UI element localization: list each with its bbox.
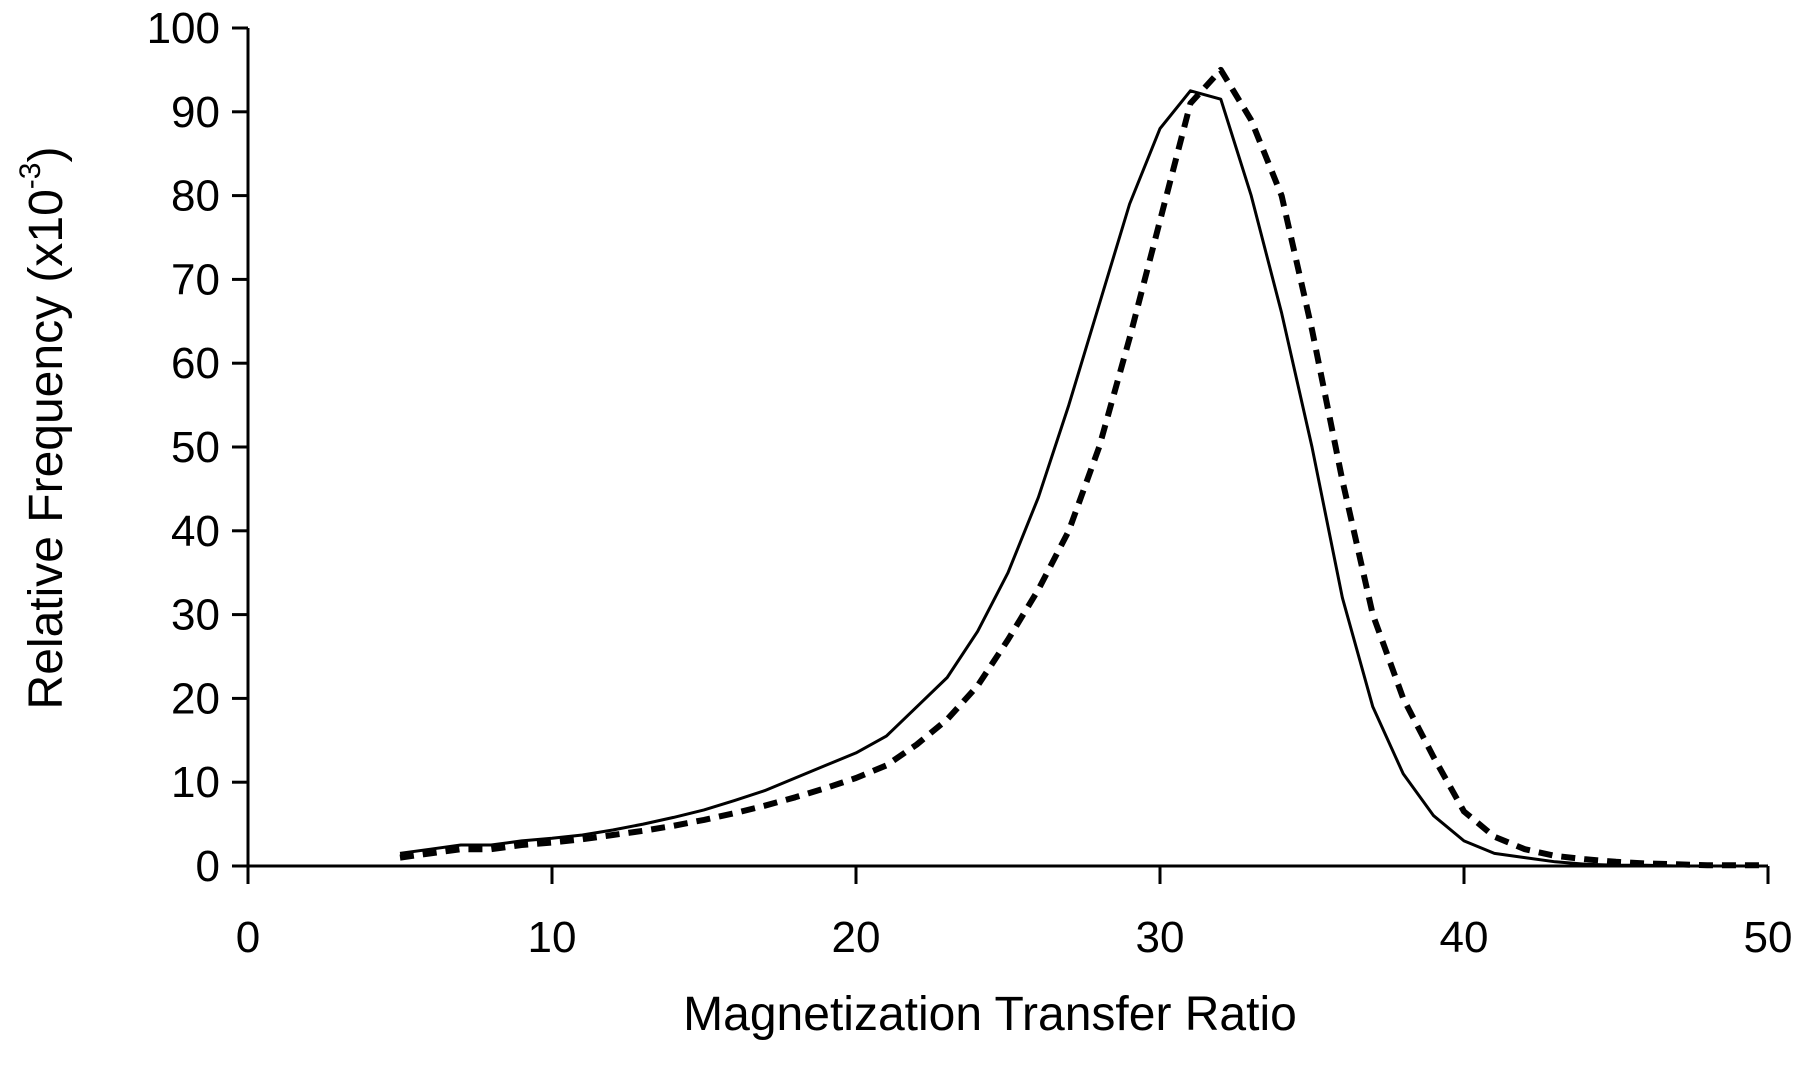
y-tick-label: 50 bbox=[171, 423, 220, 472]
x-tick-labels: 0 10 20 30 40 50 bbox=[236, 913, 1793, 962]
x-axis-title: Magnetization Transfer Ratio bbox=[683, 988, 1297, 1041]
x-tick-label: 20 bbox=[832, 913, 881, 962]
solid-series-line bbox=[399, 89, 1768, 868]
y-axis-title: Relative Frequency (x10-3) bbox=[14, 147, 73, 710]
axes bbox=[232, 26, 1770, 884]
y-axis-title-main: Relative Frequency (x10 bbox=[20, 189, 73, 709]
x-tick-label: 30 bbox=[1136, 913, 1185, 962]
y-tick-label: 60 bbox=[171, 339, 220, 388]
y-tick-label: 10 bbox=[171, 758, 220, 807]
y-tick-label: 100 bbox=[147, 4, 220, 53]
y-tick-label: 70 bbox=[171, 255, 220, 304]
y-tick-label: 20 bbox=[171, 674, 220, 723]
y-tick-label: 40 bbox=[171, 507, 220, 556]
dashed-series-line bbox=[399, 66, 1768, 869]
y-axis-title-exponent: -3 bbox=[14, 163, 47, 190]
y-tick-label: 0 bbox=[196, 842, 220, 891]
x-tick-label: 50 bbox=[1744, 913, 1793, 962]
y-tick-label: 90 bbox=[171, 88, 220, 137]
y-axis-title-close: ) bbox=[20, 147, 73, 163]
x-tick-label: 0 bbox=[236, 913, 260, 962]
x-tick-label: 10 bbox=[528, 913, 577, 962]
y-tick-label: 80 bbox=[171, 172, 220, 221]
y-tick-label: 30 bbox=[171, 591, 220, 640]
series-layer bbox=[399, 66, 1768, 869]
y-tick-labels: 0 10 20 30 40 50 60 70 80 90 100 bbox=[147, 4, 220, 891]
x-tick-label: 40 bbox=[1440, 913, 1489, 962]
